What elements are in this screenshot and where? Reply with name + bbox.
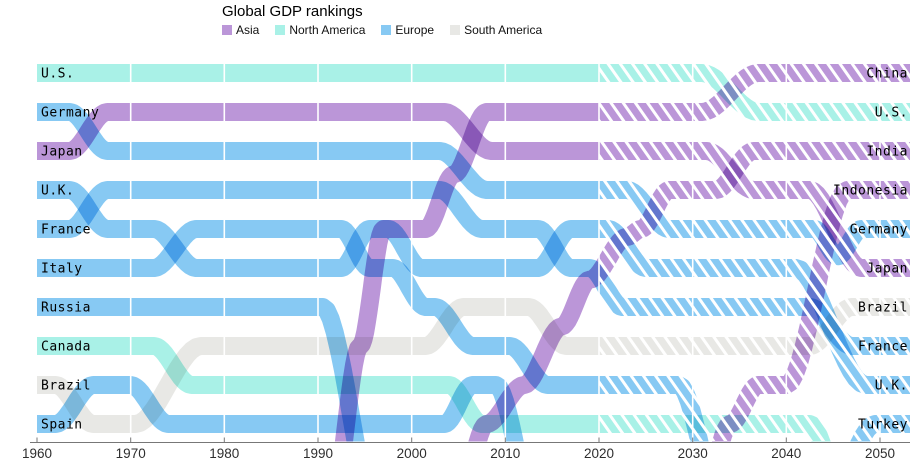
country-label-left-japan: Japan (41, 145, 83, 160)
chart-legend: Asia North America Europe South America (222, 23, 542, 37)
x-axis-tick-label-1960: 1960 (22, 446, 52, 461)
forecast-hatch-overlay (599, 55, 910, 441)
legend-item-north-america: North America (275, 23, 365, 37)
country-label-left-us: U.S. (41, 67, 74, 82)
x-axis-tick-label-2020: 2020 (584, 446, 614, 461)
country-label-right-uk: U.K. (875, 379, 908, 394)
x-axis-tick-label-1990: 1990 (303, 446, 333, 461)
legend-label: Asia (236, 23, 260, 37)
country-label-left-uk: U.K. (41, 184, 74, 199)
x-axis-tick-label-2000: 2000 (397, 446, 427, 461)
x-axis-tick-label-1970: 1970 (116, 446, 146, 461)
country-label-left-germany: Germany (41, 106, 99, 121)
country-label-right-india: India (866, 145, 908, 160)
legend-swatch (381, 25, 392, 35)
country-label-right-us: U.S. (875, 106, 908, 121)
legend-item-south-america: South America (450, 23, 542, 37)
country-label-right-china: China (866, 67, 908, 82)
legend-label: South America (464, 23, 543, 37)
country-label-right-france: France (858, 340, 908, 355)
legend-swatch (222, 25, 232, 35)
legend-swatch (275, 25, 286, 35)
country-label-left-spain: Spain (41, 418, 83, 433)
legend-label: North America (289, 23, 366, 37)
country-label-left-italy: Italy (41, 262, 83, 277)
country-label-right-turkey: Turkey (858, 418, 908, 433)
legend-swatch (450, 25, 461, 35)
country-label-left-russia: Russia (41, 301, 91, 316)
legend-item-asia: Asia (222, 23, 259, 37)
series-line-russia (37, 298, 365, 442)
x-axis-tick-label-1980: 1980 (209, 446, 239, 461)
x-axis-tick-label-2050: 2050 (865, 446, 895, 461)
x-axis-tick-label-2040: 2040 (771, 446, 801, 461)
chart-title: Global GDP rankings (222, 3, 363, 20)
series-line-italy (37, 220, 709, 442)
country-label-right-japan: Japan (866, 262, 908, 277)
country-label-right-indonesia: Indonesia (833, 184, 908, 199)
legend-item-europe: Europe (381, 23, 434, 37)
x-axis-tick-label-2010: 2010 (490, 446, 520, 461)
x-axis-tick-label-2030: 2030 (678, 446, 708, 461)
legend-label: Europe (395, 23, 435, 37)
country-label-left-france: France (41, 223, 91, 238)
country-label-right-germany: Germany (850, 223, 908, 238)
country-label-right-brazil: Brazil (858, 301, 908, 316)
country-label-left-brazil: Brazil (41, 379, 91, 394)
country-label-left-canada: Canada (41, 340, 91, 355)
